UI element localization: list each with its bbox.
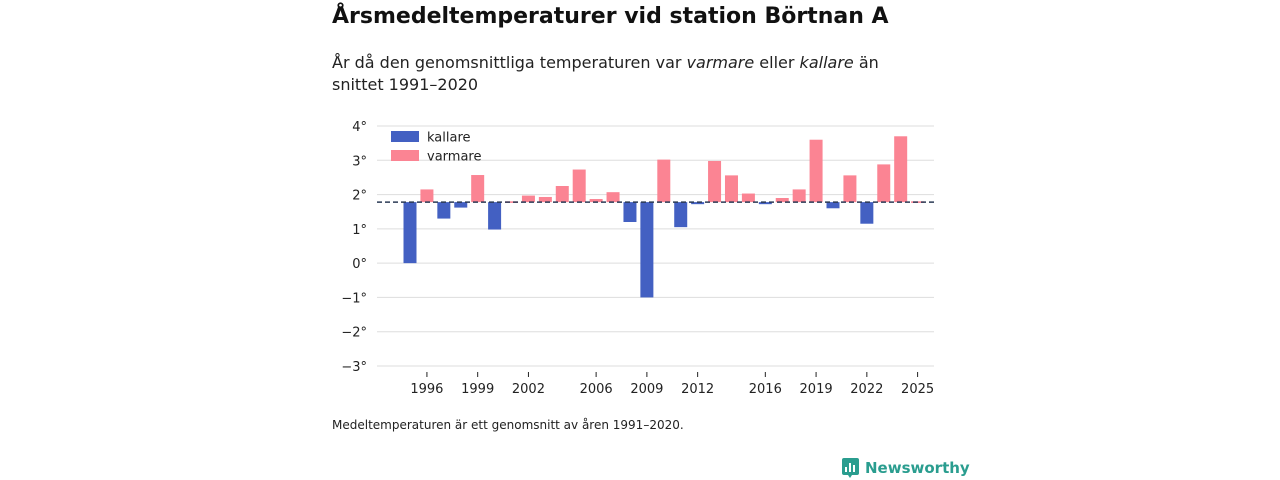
newsworthy-logo-icon <box>842 458 859 478</box>
bar-varmare <box>792 189 806 203</box>
bar-varmare <box>877 164 891 203</box>
subtitle-part-2: eller <box>754 53 800 72</box>
subtitle-part-1: År då den genomsnittliga temperaturen va… <box>332 53 687 72</box>
bar-kallare <box>640 202 654 298</box>
x-tick-label: 2019 <box>800 382 833 397</box>
bar-varmare <box>657 159 671 203</box>
grid-lines <box>377 125 934 367</box>
x-tick-label: 2022 <box>850 382 883 397</box>
legend-swatch-varmare <box>391 150 419 161</box>
bar-varmare <box>420 189 434 203</box>
subtitle-part-3: än snittet 1991–2020 <box>332 53 879 94</box>
bar-kallare <box>674 202 688 228</box>
bar-varmare <box>724 175 738 203</box>
y-tick-label: 3° <box>352 154 367 169</box>
bar-kallare <box>437 202 451 219</box>
y-tick-label: 0° <box>352 257 367 272</box>
bar-varmare <box>894 136 908 203</box>
bar-kallare <box>860 202 874 224</box>
subtitle-warmer: varmare <box>686 53 755 72</box>
y-tick-label: −1° <box>341 291 367 306</box>
bar-varmare <box>843 175 857 203</box>
brand-name: Newsworthy <box>865 459 970 477</box>
bars <box>403 136 925 298</box>
bar-varmare <box>505 201 519 203</box>
legend-label-kallare: kallare <box>427 131 471 146</box>
x-axis-ticks: 1996 1999 2002 2006 2009 2012 2016 2019 2022 2025 <box>410 372 934 397</box>
bar-varmare <box>538 196 552 203</box>
bar-kallare <box>758 202 772 205</box>
x-tick-label: 2025 <box>901 382 934 397</box>
legend: kallare varmare <box>391 131 481 165</box>
bar-varmare <box>809 139 823 203</box>
bar-varmare <box>606 192 620 203</box>
subtitle-colder: kallare <box>799 53 854 72</box>
bar-kallare <box>454 202 468 208</box>
bar-varmare <box>521 195 535 203</box>
bar-varmare <box>471 175 485 203</box>
y-tick-label: −3° <box>341 360 367 375</box>
bar-kallare <box>691 202 705 205</box>
x-tick-label: 2006 <box>580 382 613 397</box>
bar-kallare <box>488 202 502 230</box>
y-axis-ticks: 4° 3° 2° 1° 0° −1° −2° −3° <box>341 120 367 375</box>
bar-varmare <box>741 193 755 203</box>
footnote: Medeltemperaturen är ett genomsnitt av å… <box>332 418 684 432</box>
x-tick-label: 2002 <box>512 382 545 397</box>
bar-kallare <box>826 202 840 209</box>
y-tick-label: 4° <box>352 120 367 135</box>
bar-varmare <box>572 169 586 203</box>
x-tick-label: 2016 <box>749 382 782 397</box>
x-tick-label: 2009 <box>630 382 663 397</box>
bar-kallare <box>403 202 417 264</box>
chart-title: Årsmedeltemperaturer vid station Börtnan… <box>332 4 889 29</box>
bar-varmare <box>775 198 789 203</box>
chart-subtitle: År då den genomsnittliga temperaturen va… <box>332 52 932 96</box>
bar-varmare <box>555 186 569 203</box>
legend-label-varmare: varmare <box>427 150 481 165</box>
bar-varmare <box>708 160 722 203</box>
y-tick-label: 2° <box>352 189 367 204</box>
x-tick-label: 2012 <box>681 382 714 397</box>
brand-logo[interactable]: Newsworthy <box>842 458 970 478</box>
bar-varmare <box>589 199 603 203</box>
bar-kallare <box>623 202 637 222</box>
x-tick-label: 1999 <box>461 382 494 397</box>
x-tick-label: 1996 <box>410 382 443 397</box>
legend-swatch-kallare <box>391 131 419 142</box>
y-tick-label: 1° <box>352 223 367 238</box>
y-tick-label: −2° <box>341 326 367 341</box>
